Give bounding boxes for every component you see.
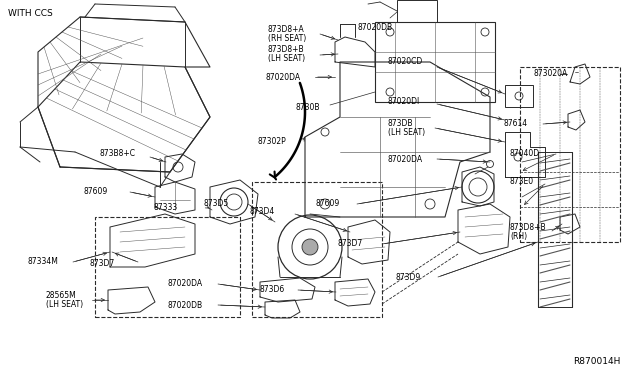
Text: 87020DA: 87020DA — [265, 73, 300, 81]
Text: (RH): (RH) — [510, 231, 527, 241]
Text: (RH SEAT): (RH SEAT) — [268, 35, 307, 44]
Text: 873D7: 873D7 — [338, 240, 364, 248]
Text: 87334M: 87334M — [27, 257, 58, 266]
Bar — [520, 67, 620, 242]
Text: 87302P: 87302P — [258, 138, 287, 147]
Text: 873D9: 873D9 — [396, 273, 421, 282]
Text: 873E0: 873E0 — [510, 177, 534, 186]
Text: 8730B: 8730B — [295, 103, 319, 112]
Text: 28565M: 28565M — [46, 292, 77, 301]
Text: 873B8+C: 873B8+C — [100, 150, 136, 158]
Text: 87020CD: 87020CD — [388, 58, 423, 67]
Bar — [375, 22, 495, 102]
Text: 87040D: 87040D — [510, 150, 540, 158]
Text: 87614: 87614 — [503, 119, 527, 128]
Bar — [505, 85, 533, 107]
Text: R870014H: R870014H — [573, 357, 620, 366]
Text: WITH CCS: WITH CCS — [8, 10, 52, 19]
Bar — [95, 217, 240, 317]
Bar — [252, 182, 382, 317]
Text: 87020DA: 87020DA — [388, 154, 423, 164]
Text: (LH SEAT): (LH SEAT) — [46, 301, 83, 310]
Text: 873D8+B: 873D8+B — [268, 45, 305, 55]
Text: (LH SEAT): (LH SEAT) — [268, 55, 305, 64]
Text: 87020DB: 87020DB — [358, 22, 393, 32]
Text: 873D4: 873D4 — [250, 208, 275, 217]
Text: 87020DA: 87020DA — [168, 279, 203, 289]
Text: 873DB: 873DB — [388, 119, 413, 128]
Text: 873D8+B: 873D8+B — [510, 222, 547, 231]
Text: (LH SEAT): (LH SEAT) — [388, 128, 425, 138]
Text: 873D5: 873D5 — [203, 199, 228, 208]
Text: 87609: 87609 — [315, 199, 339, 208]
Text: 873D6: 873D6 — [260, 285, 285, 295]
Text: 873D7: 873D7 — [89, 260, 115, 269]
Circle shape — [302, 239, 318, 255]
Text: 87333: 87333 — [153, 202, 177, 212]
Text: 87020DB: 87020DB — [168, 301, 203, 310]
Text: 87020DI: 87020DI — [388, 96, 420, 106]
Text: 873020A: 873020A — [534, 70, 568, 78]
Text: 873D8+A: 873D8+A — [268, 26, 305, 35]
Text: 87609: 87609 — [84, 187, 108, 196]
Bar — [397, 0, 437, 22]
